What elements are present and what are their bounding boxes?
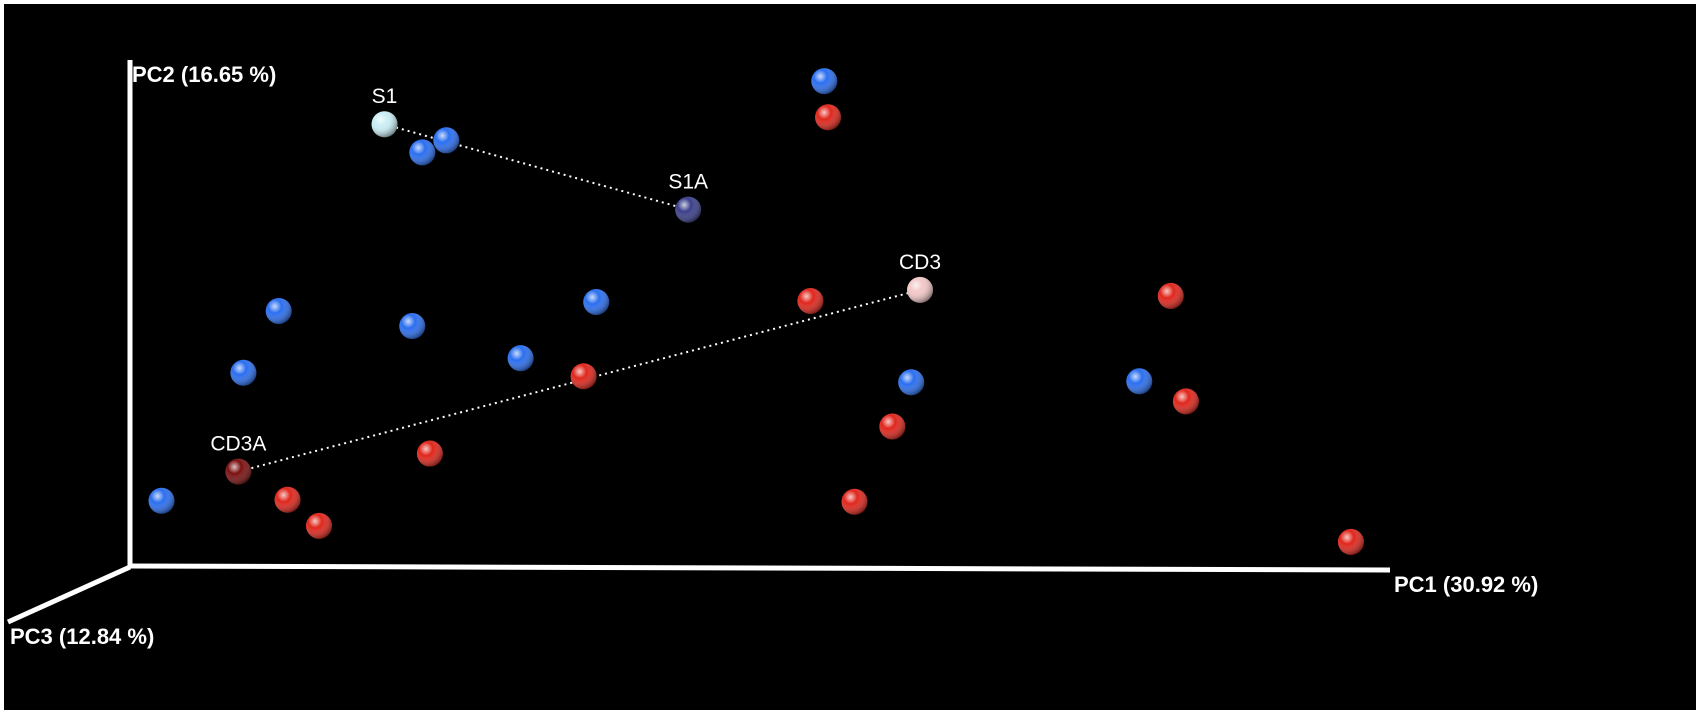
point-s0-8 [811, 68, 838, 95]
pc3-axis-line [6, 564, 132, 625]
point-s0-10 [1126, 368, 1153, 395]
pc3-axis-label: PC3 (12.84 %) [10, 624, 154, 649]
highlight-label-0: S1 [372, 85, 398, 108]
data-points [148, 68, 1364, 555]
point-s1-3-shading [570, 363, 597, 390]
point-s1-1 [306, 512, 332, 539]
highlight-point-2-shading [907, 276, 934, 303]
highlight-point-1-shading [675, 196, 702, 223]
connection-lines [238, 123, 921, 473]
point-s1-4 [797, 287, 824, 314]
point-s0-4-shading [409, 139, 436, 166]
highlight-point-2 [907, 276, 934, 303]
point-s0-10-shading [1126, 368, 1153, 395]
point-s0-7-shading [583, 288, 610, 315]
highlighted-points: S1 S1A CD3 CD3A [210, 85, 941, 485]
highlight-label-1: S1A [668, 171, 708, 194]
point-s1-5 [815, 104, 842, 131]
point-s1-4-shading [797, 287, 824, 314]
highlight-point-0 [371, 111, 398, 138]
point-s1-10 [1337, 528, 1364, 555]
connection-S1-S1A [384, 123, 689, 211]
highlight-label-3: CD3A [210, 433, 266, 456]
point-s0-7 [583, 288, 610, 315]
point-s1-7 [879, 413, 906, 440]
point-s1-10-shading [1337, 528, 1364, 555]
highlight-point-3-shading [225, 458, 252, 485]
point-s0-6-shading [507, 345, 534, 372]
point-s0-0-shading [148, 487, 175, 514]
point-s0-5 [433, 127, 460, 154]
point-s1-8 [1157, 282, 1184, 309]
point-s1-6-shading [841, 488, 868, 515]
point-s0-3-shading [399, 313, 426, 340]
highlight-point-1 [675, 196, 702, 223]
point-s0-6 [507, 345, 534, 372]
point-s0-2-shading [265, 297, 292, 324]
point-s1-5-shading [815, 104, 842, 131]
point-s1-3 [570, 363, 597, 390]
point-s1-7-shading [879, 413, 906, 440]
point-s1-6 [841, 488, 868, 515]
point-s1-1-shading [306, 512, 332, 539]
point-s0-4 [409, 139, 436, 166]
plot-frame: PC2 (16.65 %) PC1 (30.92 %) PC3 (12.84 %… [4, 4, 1696, 710]
point-s0-2 [265, 297, 292, 324]
point-s1-8-shading [1157, 282, 1184, 309]
highlight-point-3 [225, 458, 252, 485]
point-s1-0 [274, 486, 301, 513]
point-s1-0-shading [274, 486, 301, 513]
pc2-axis-label: PC2 (16.65 %) [132, 62, 276, 87]
pc1-axis-label: PC1 (30.92 %) [1394, 572, 1538, 597]
pc1-axis-line [127, 563, 1391, 573]
point-s0-9-shading [898, 369, 925, 396]
point-s0-3 [399, 313, 426, 340]
highlight-label-2: CD3 [899, 251, 941, 274]
point-s0-1 [230, 359, 257, 386]
point-s0-1-shading [230, 359, 257, 386]
highlight-point-0-shading [371, 111, 398, 138]
point-s1-9 [1172, 388, 1199, 415]
point-s1-2-shading [416, 440, 443, 467]
axes [6, 60, 1391, 625]
point-s0-9 [898, 369, 925, 396]
point-s1-2 [416, 440, 443, 467]
point-s0-5-shading [433, 127, 460, 154]
point-s0-0 [148, 487, 175, 514]
point-s1-9-shading [1172, 388, 1199, 415]
point-s0-8-shading [811, 68, 838, 95]
pcoa-plot: PC2 (16.65 %) PC1 (30.92 %) PC3 (12.84 %… [6, 60, 1538, 649]
